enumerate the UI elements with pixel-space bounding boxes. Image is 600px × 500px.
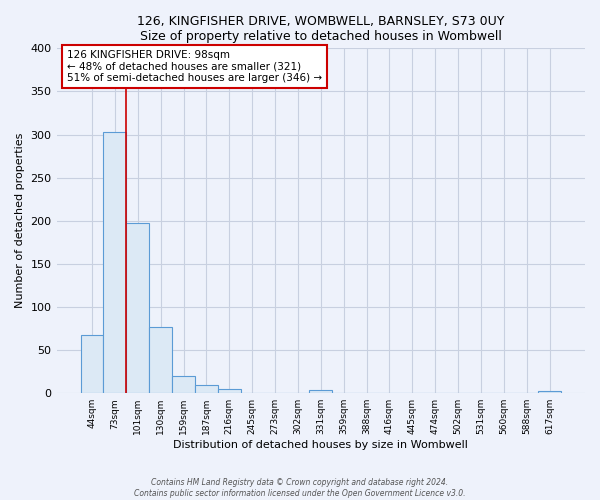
Bar	[195, 384, 218, 393]
Text: 126 KINGFISHER DRIVE: 98sqm
← 48% of detached houses are smaller (321)
51% of se: 126 KINGFISHER DRIVE: 98sqm ← 48% of det…	[67, 50, 322, 84]
Title: 126, KINGFISHER DRIVE, WOMBWELL, BARNSLEY, S73 0UY
Size of property relative to : 126, KINGFISHER DRIVE, WOMBWELL, BARNSLE…	[137, 15, 505, 43]
Bar	[149, 327, 172, 393]
Bar	[127, 224, 149, 393]
Bar	[172, 376, 195, 393]
Bar	[218, 389, 241, 393]
Bar	[310, 390, 332, 393]
Bar	[538, 392, 561, 393]
Bar	[103, 132, 127, 393]
Y-axis label: Number of detached properties: Number of detached properties	[15, 133, 25, 308]
Bar	[80, 334, 103, 393]
X-axis label: Distribution of detached houses by size in Wombwell: Distribution of detached houses by size …	[173, 440, 468, 450]
Text: Contains HM Land Registry data © Crown copyright and database right 2024.
Contai: Contains HM Land Registry data © Crown c…	[134, 478, 466, 498]
